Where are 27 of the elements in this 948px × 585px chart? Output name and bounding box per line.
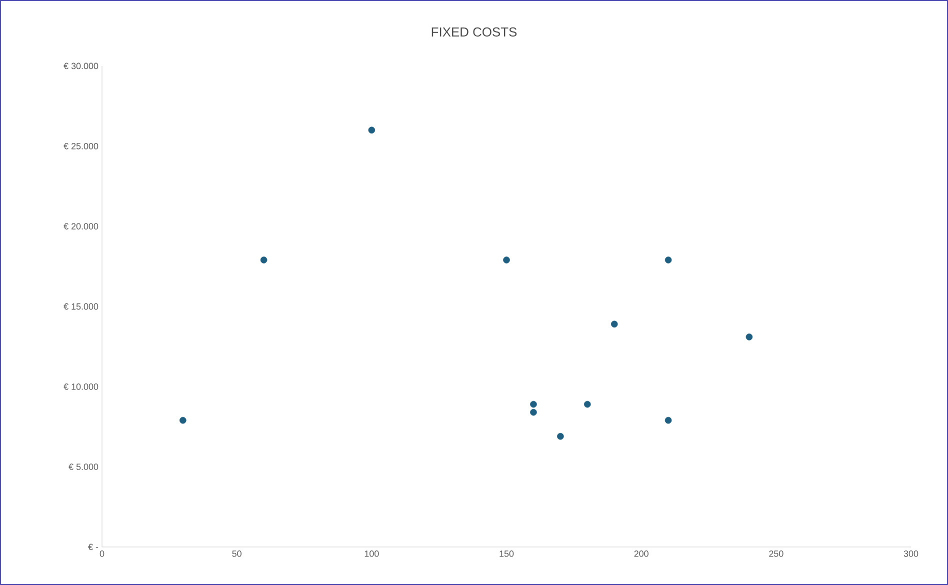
point	[530, 400, 537, 408]
point	[664, 256, 672, 264]
point	[503, 256, 510, 264]
x-tick-label: 50	[232, 550, 242, 557]
point	[664, 416, 672, 424]
y-tick-label: € 20.000	[64, 223, 98, 230]
point	[610, 320, 618, 328]
y-tick-label: € 10.000	[64, 383, 98, 390]
y-tick-label: € -	[88, 544, 98, 550]
point	[180, 416, 186, 424]
y-tick-label: € 25.000	[64, 142, 98, 150]
y-tick-label: € 30.000	[64, 62, 98, 70]
point	[584, 400, 591, 408]
x-tick-label: 250	[769, 550, 784, 557]
x-tick-label: 150	[500, 550, 514, 557]
x-tick-label: 200	[634, 550, 648, 557]
point	[260, 256, 268, 264]
y-tick-label: € 15.000	[64, 303, 98, 310]
point	[530, 408, 537, 416]
x-tick-label: 300	[904, 550, 918, 557]
y-tick-label: € 5.000	[68, 464, 98, 470]
point	[746, 334, 753, 340]
x-tick-label: 0	[100, 550, 104, 557]
chart-title: FIXED COSTS	[432, 27, 517, 37]
point	[368, 126, 376, 134]
x-tick-label: 100	[364, 550, 379, 557]
point	[557, 432, 564, 440]
